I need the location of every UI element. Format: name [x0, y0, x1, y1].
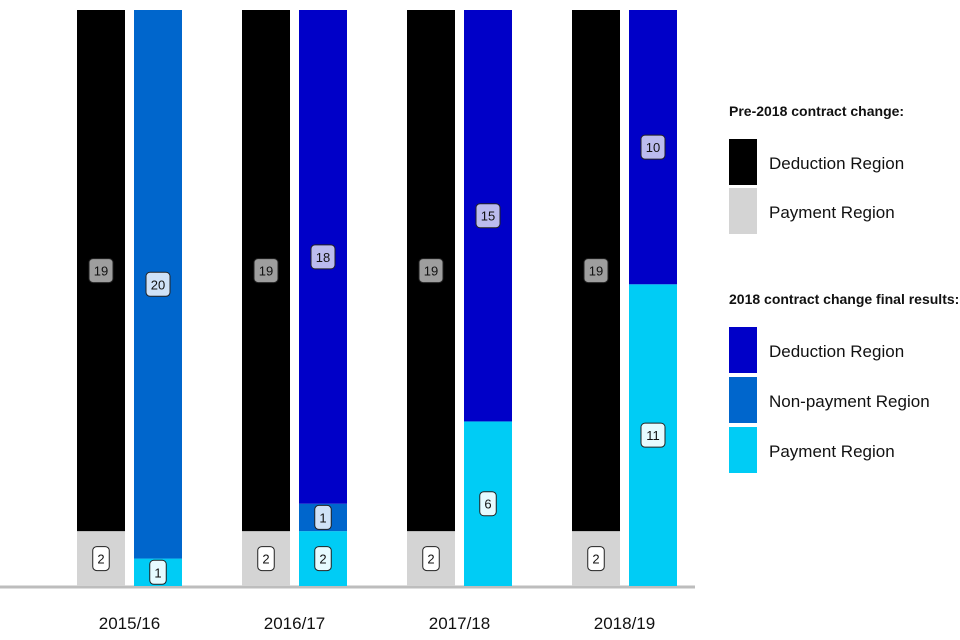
data-label-box-2018-non-payment-region-1 [314, 504, 332, 530]
x-tick-label-2: 2017/18 [429, 614, 490, 633]
data-label-pre-2018-deduction-region-0: 19 [94, 264, 108, 279]
data-label-2018-deduction-region-3: 10 [646, 140, 660, 155]
legend-title-pre-2018: Pre-2018 contract change: [729, 103, 904, 119]
legend-swatch-pre-2018-payment-region [729, 188, 757, 234]
legend-swatch-pre-2018-deduction-region [729, 139, 757, 185]
data-label-box-2018-non-payment-region-0 [145, 271, 171, 297]
data-label-box-2018-payment-region-1 [314, 546, 332, 572]
data-label-2018-payment-region-2: 6 [484, 497, 491, 512]
data-label-2018-deduction-region-1: 18 [316, 250, 330, 265]
data-label-box-2018-deduction-region-1 [310, 244, 336, 270]
legend-swatch-2018-non-payment-region [729, 377, 757, 423]
x-tick-label-1: 2016/17 [264, 614, 325, 633]
data-label-box-pre-2018-payment-region-3 [587, 546, 605, 572]
legend-swatch-2018-payment-region [729, 427, 757, 473]
data-label-pre-2018-payment-region-3: 2 [592, 552, 599, 567]
data-label-pre-2018-deduction-region-2: 19 [424, 264, 438, 279]
data-label-box-pre-2018-deduction-region-0 [88, 258, 114, 284]
data-label-box-pre-2018-payment-region-2 [422, 546, 440, 572]
legend-label-pre-2018-payment-region: Payment Region [769, 203, 895, 222]
data-label-pre-2018-deduction-region-1: 19 [259, 264, 273, 279]
legend-title-2018: 2018 contract change final results: [729, 291, 959, 307]
data-label-box-2018-deduction-region-3 [640, 134, 666, 160]
legend-label-2018-deduction-region: Deduction Region [769, 342, 904, 361]
data-label-box-2018-payment-region-3 [640, 422, 666, 448]
data-label-box-pre-2018-payment-region-1 [257, 546, 275, 572]
data-label-box-2018-payment-region-2 [479, 491, 497, 517]
data-label-pre-2018-payment-region-2: 2 [427, 552, 434, 567]
legend-label-2018-payment-region: Payment Region [769, 442, 895, 461]
data-label-2018-payment-region-3: 11 [646, 428, 660, 443]
data-label-box-pre-2018-payment-region-0 [92, 546, 110, 572]
data-label-box-pre-2018-deduction-region-2 [418, 258, 444, 284]
legend-label-pre-2018-deduction-region: Deduction Region [769, 154, 904, 173]
legend-label-2018-non-payment-region: Non-payment Region [769, 392, 930, 411]
data-label-2018-non-payment-region-0: 20 [151, 277, 165, 292]
legend-swatch-2018-deduction-region [729, 327, 757, 373]
data-label-pre-2018-payment-region-0: 2 [97, 552, 104, 567]
data-label-2018-non-payment-region-1: 1 [319, 510, 326, 525]
data-label-2018-deduction-region-2: 15 [481, 209, 495, 224]
data-label-2018-payment-region-1: 2 [319, 552, 326, 567]
x-tick-label-3: 2018/19 [594, 614, 655, 633]
x-tick-label-0: 2015/16 [99, 614, 160, 633]
data-label-box-pre-2018-deduction-region-1 [253, 258, 279, 284]
data-label-pre-2018-deduction-region-3: 19 [589, 264, 603, 279]
data-label-pre-2018-payment-region-1: 2 [262, 552, 269, 567]
data-label-box-2018-deduction-region-2 [475, 203, 501, 229]
data-label-box-2018-payment-region-0 [149, 559, 167, 585]
data-label-box-pre-2018-deduction-region-3 [583, 258, 609, 284]
data-label-2018-payment-region-0: 1 [154, 565, 161, 580]
